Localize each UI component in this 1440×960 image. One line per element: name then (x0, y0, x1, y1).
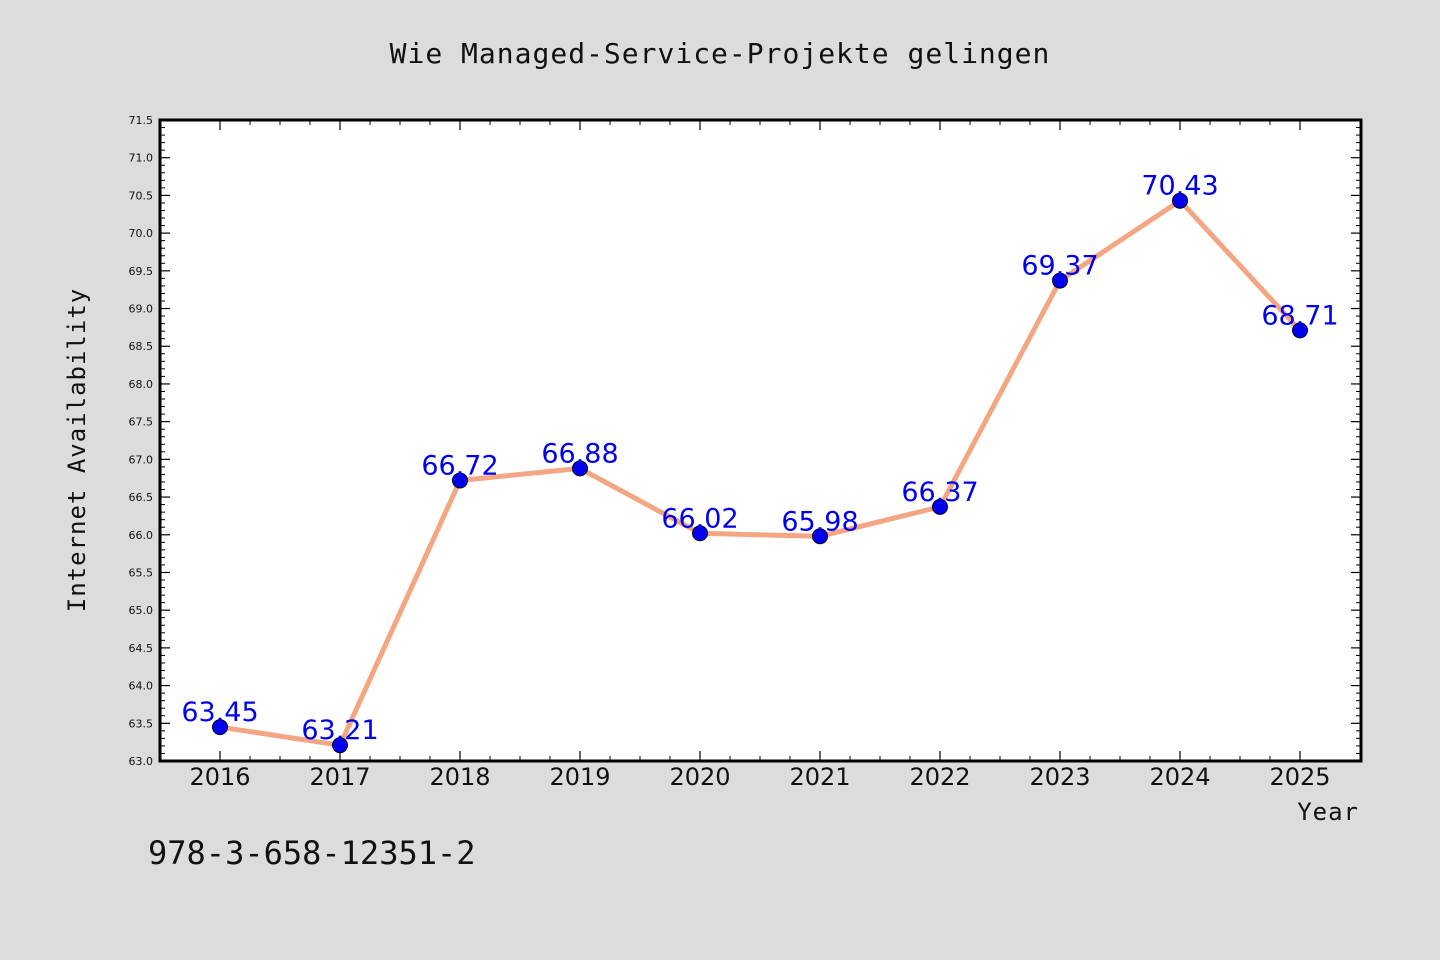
y-tick-label: 70.0 (129, 227, 154, 240)
y-tick-label: 71.5 (129, 114, 154, 127)
series-line (217, 198, 1303, 748)
x-axis-ticks: 2016 2017 2018 2019 2020 2021 2022 2023 2024 2025 (189, 120, 1331, 791)
data-point (1052, 272, 1068, 289)
y-tick-label: 67.5 (129, 416, 154, 429)
data-point (332, 737, 348, 754)
data-label: 63.21 (301, 715, 378, 746)
y-tick-label: 66.0 (129, 529, 154, 542)
data-point (812, 528, 828, 545)
y-tick-label: 69.0 (129, 303, 154, 316)
isbn-text: 978-3-658-12351-2 (148, 834, 476, 872)
y-tick-label: 69.5 (129, 265, 154, 278)
y-axis-ticks: 63.0 63.5 64.0 64.5 65.0 65.5 66.0 66.5 67.0 67.5… (129, 114, 1361, 768)
y-tick-label: 65.0 (129, 604, 154, 617)
y-tick-label: 71.0 (129, 152, 154, 165)
x-tick-label: 2018 (429, 763, 490, 791)
data-labels: 63.45 63.21 66.72 66.88 66.02 65.98 66.37 69.37… (181, 171, 1338, 746)
data-point (212, 719, 228, 736)
plot-area (160, 120, 1361, 761)
chart-title: Wie Managed-Service-Projekte gelingen (390, 37, 1051, 70)
y-axis-label: Internet Availability (63, 288, 91, 612)
plot-frame (158, 118, 1363, 763)
y-tick-label: 66.5 (129, 491, 154, 504)
data-point (932, 498, 948, 515)
data-point (572, 460, 588, 477)
y-tick-label: 64.5 (129, 642, 154, 655)
y-tick-label: 68.5 (129, 340, 154, 353)
data-point (1172, 192, 1188, 209)
data-label: 63.45 (181, 697, 258, 728)
data-label: 69.37 (1021, 251, 1098, 282)
data-label: 65.98 (781, 506, 858, 537)
data-label: 66.88 (541, 438, 618, 469)
x-tick-label: 2024 (1149, 763, 1210, 791)
data-label: 66.37 (901, 477, 978, 508)
x-tick-label: 2022 (909, 763, 970, 791)
y-tick-label: 70.5 (129, 189, 154, 202)
data-point (1292, 322, 1308, 339)
series-markers (212, 192, 1308, 754)
x-tick-label: 2017 (309, 763, 370, 791)
x-tick-label: 2016 (189, 763, 250, 791)
x-tick-label: 2025 (1269, 763, 1330, 791)
y-tick-label: 67.0 (129, 453, 154, 466)
y-tick-label: 68.0 (129, 378, 154, 391)
data-label: 70.43 (1141, 171, 1218, 202)
data-label: 66.02 (661, 503, 738, 534)
data-label: 66.72 (421, 450, 498, 481)
y-tick-label: 64.0 (129, 680, 154, 693)
data-point (692, 525, 708, 542)
x-tick-label: 2019 (549, 763, 610, 791)
y-tick-label: 63.5 (129, 717, 154, 730)
data-label: 68.71 (1261, 300, 1338, 331)
x-tick-label: 2020 (669, 763, 730, 791)
y-tick-label: 63.0 (129, 755, 154, 768)
x-tick-label: 2023 (1029, 763, 1090, 791)
x-tick-label: 2021 (789, 763, 850, 791)
data-point (452, 472, 468, 489)
x-axis-label: Year (1297, 798, 1359, 826)
y-tick-label: 65.5 (129, 566, 154, 579)
